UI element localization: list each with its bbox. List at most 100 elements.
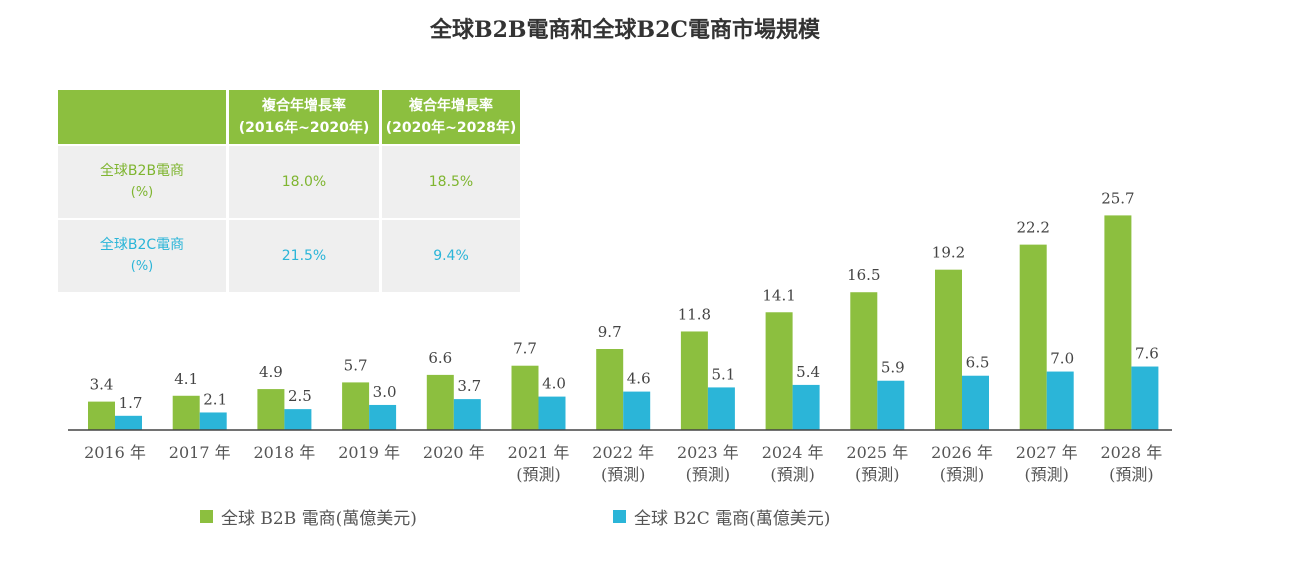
cagr-b2c-2016-2020: 21.5% bbox=[229, 220, 379, 292]
data-label-b2c: 7.0 bbox=[1050, 350, 1074, 368]
cagr-row-b2b: 全球B2B電商 (%) 18.0% 18.5% bbox=[58, 146, 520, 218]
cagr-row-label-b2c: 全球B2C電商 (%) bbox=[58, 220, 226, 292]
cagr-b2b-2016-2020: 18.0% bbox=[229, 146, 379, 218]
cagr-b2c-2020-2028: 9.4% bbox=[382, 220, 520, 292]
data-label-b2b: 14.1 bbox=[762, 286, 795, 304]
bar-b2b bbox=[765, 312, 793, 430]
row-unit: (%) bbox=[130, 185, 154, 200]
row-unit: (%) bbox=[130, 259, 154, 274]
data-label-b2b: 11.8 bbox=[678, 305, 711, 323]
bar-b2c bbox=[199, 412, 227, 430]
data-label-b2b: 7.7 bbox=[513, 340, 537, 358]
cagr-header-row: 複合年增長率 (2016年~2020年) 複合年增長率 (2020年~2028年… bbox=[58, 90, 520, 144]
data-label-b2c: 3.0 bbox=[373, 383, 397, 401]
x-tick-label: (預測) bbox=[601, 465, 646, 484]
legend-b2b: 全球 B2B 電商(萬億美元) bbox=[200, 504, 417, 529]
x-tick-label: 2021 年 bbox=[508, 443, 570, 462]
data-label-b2c: 4.6 bbox=[627, 370, 651, 388]
bar-b2b bbox=[935, 269, 962, 430]
cagr-row-label-b2b: 全球B2B電商 (%) bbox=[58, 146, 226, 218]
data-label-b2c: 4.0 bbox=[542, 375, 566, 393]
row-label: 全球B2B電商 bbox=[99, 163, 185, 179]
x-tick-label: (預測) bbox=[855, 465, 900, 484]
data-label-b2c: 7.6 bbox=[1135, 345, 1159, 363]
bar-b2b bbox=[1019, 244, 1047, 430]
cagr-header-empty bbox=[58, 90, 226, 144]
data-label-b2c: 5.1 bbox=[711, 365, 735, 383]
x-tick-label: 2018 年 bbox=[253, 443, 315, 462]
data-label-b2b: 19.2 bbox=[932, 244, 965, 262]
data-label-b2c: 5.4 bbox=[796, 363, 820, 381]
bar-b2c bbox=[453, 399, 481, 430]
x-tick-label: 2026 年 bbox=[931, 443, 993, 462]
x-tick-label: 2025 年 bbox=[846, 443, 908, 462]
x-tick-label: 2017 年 bbox=[169, 443, 231, 462]
bar-b2c bbox=[707, 387, 735, 430]
data-label-b2b: 4.9 bbox=[259, 363, 283, 381]
bar-b2c bbox=[877, 380, 905, 430]
data-label-b2c: 6.5 bbox=[966, 354, 990, 372]
bar-b2b bbox=[172, 395, 200, 430]
cagr-b2b-2020-2028: 18.5% bbox=[382, 146, 520, 218]
bar-b2c bbox=[538, 396, 566, 430]
x-tick-label: (預測) bbox=[940, 465, 985, 484]
legend-swatch-b2b bbox=[200, 510, 213, 523]
bar-b2b bbox=[257, 389, 285, 430]
bar-b2c bbox=[792, 384, 820, 430]
bar-b2b bbox=[511, 365, 539, 430]
x-tick-label: (預測) bbox=[1109, 465, 1154, 484]
cagr-header-label: 複合年增長率 bbox=[409, 98, 493, 114]
bar-b2c bbox=[623, 391, 651, 430]
x-tick-label: 2027 年 bbox=[1016, 443, 1078, 462]
data-label-b2b: 4.1 bbox=[174, 370, 198, 388]
x-tick-label: (預測) bbox=[770, 465, 815, 484]
cagr-header-period: (2016年~2020年) bbox=[238, 120, 370, 136]
x-tick-label: 2023 年 bbox=[677, 443, 739, 462]
data-label-b2c: 5.9 bbox=[881, 359, 905, 377]
x-tick-label: 2024 年 bbox=[762, 443, 824, 462]
data-label-b2b: 25.7 bbox=[1101, 189, 1134, 207]
data-label-b2c: 2.5 bbox=[288, 387, 312, 405]
data-label-b2b: 16.5 bbox=[847, 266, 880, 284]
bar-b2c bbox=[369, 404, 397, 430]
x-tick-label: 2022 年 bbox=[592, 443, 654, 462]
bar-b2c bbox=[1046, 371, 1074, 430]
row-label: 全球B2C電商 bbox=[99, 237, 185, 253]
x-tick-label: (預測) bbox=[686, 465, 731, 484]
legend-b2c: 全球 B2C 電商(萬億美元) bbox=[613, 504, 830, 529]
bar-chart: 3.4 1.7 2016 年 4.1 2.1 2017 年 4.9 2.5 2018 年 5.7 3… bbox=[68, 189, 1172, 484]
bar-b2b bbox=[680, 331, 708, 430]
cagr-header-2016-2020: 複合年增長率 (2016年~2020年) bbox=[229, 90, 379, 144]
data-label-b2c: 1.7 bbox=[119, 394, 143, 412]
legend-label-b2b: 全球 B2B 電商(萬億美元) bbox=[221, 509, 417, 529]
data-label-b2b: 22.2 bbox=[1016, 219, 1049, 237]
bar-b2c bbox=[115, 415, 142, 430]
bar-b2b bbox=[342, 382, 370, 430]
cagr-header-period: (2020年~2028年) bbox=[385, 120, 517, 136]
cagr-row-b2c: 全球B2C電商 (%) 21.5% 9.4% bbox=[58, 220, 520, 292]
x-tick-label: 2020 年 bbox=[423, 443, 485, 462]
x-tick-label: (預測) bbox=[1024, 465, 1069, 484]
x-tick-label: 2019 年 bbox=[338, 443, 400, 462]
data-label-b2b: 9.7 bbox=[598, 323, 622, 341]
x-tick-label: (預測) bbox=[516, 465, 561, 484]
bar-b2b bbox=[88, 401, 115, 430]
chart-title: 全球B2B電商和全球B2C電商市場規模 bbox=[430, 17, 820, 43]
bar-b2b bbox=[426, 374, 454, 430]
bar-b2c bbox=[1131, 366, 1159, 430]
bar-b2c bbox=[962, 375, 989, 430]
legend-swatch-b2c bbox=[613, 510, 626, 523]
data-label-b2b: 3.4 bbox=[90, 376, 114, 394]
x-tick-label: 2016 年 bbox=[84, 443, 146, 462]
data-label-b2b: 6.6 bbox=[428, 349, 452, 367]
legend-label-b2c: 全球 B2C 電商(萬億美元) bbox=[634, 509, 831, 529]
bar-b2c bbox=[284, 409, 312, 430]
x-tick-label: 2028 年 bbox=[1100, 443, 1162, 462]
bar-b2b bbox=[850, 292, 878, 430]
data-label-b2b: 5.7 bbox=[344, 356, 368, 374]
cagr-header-2020-2028: 複合年增長率 (2020年~2028年) bbox=[382, 90, 520, 144]
data-label-b2c: 3.7 bbox=[457, 377, 481, 395]
data-label-b2c: 2.1 bbox=[203, 390, 227, 408]
bar-b2b bbox=[596, 349, 624, 430]
bar-b2b bbox=[1104, 215, 1132, 430]
